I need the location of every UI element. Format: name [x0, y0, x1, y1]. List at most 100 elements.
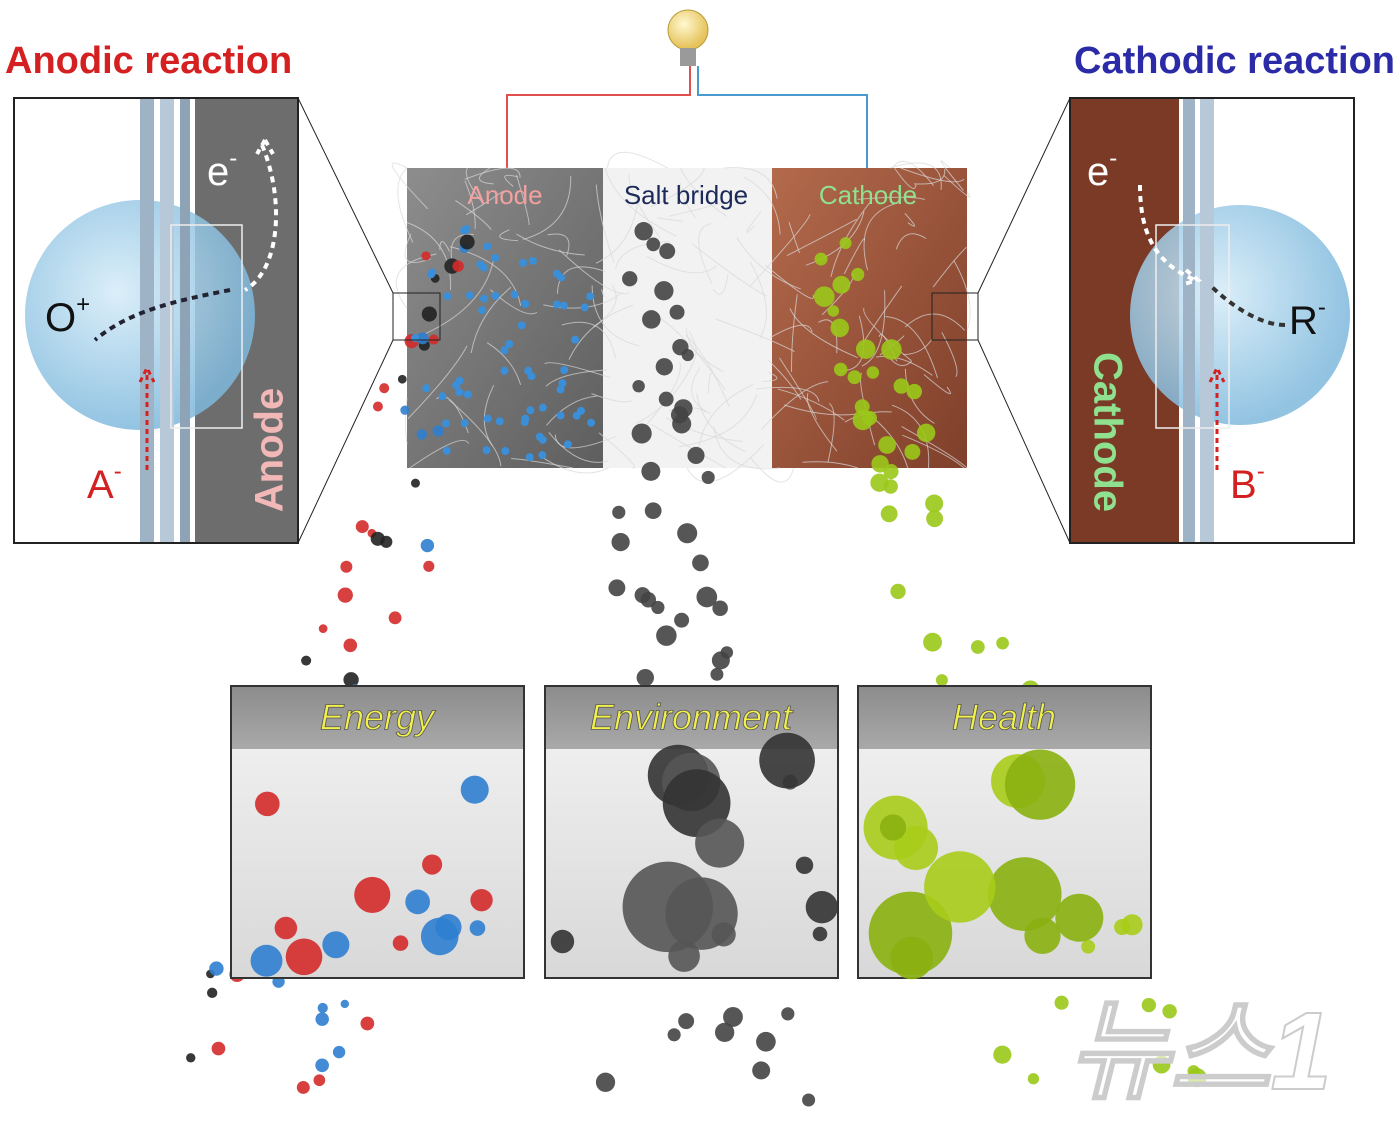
fiber [556, 266, 606, 294]
particle [832, 275, 851, 294]
fiber [407, 345, 468, 420]
reactant-label: A- [87, 458, 122, 506]
particle [833, 362, 848, 377]
particle [1152, 1055, 1171, 1074]
particle [442, 446, 451, 455]
particle [781, 1007, 795, 1021]
particle [712, 600, 728, 617]
particle [851, 267, 865, 282]
fiber [657, 217, 684, 222]
panel-particle [322, 931, 350, 959]
fiber [692, 243, 768, 297]
fiber [455, 199, 492, 231]
particle [340, 560, 353, 573]
fiber [604, 167, 677, 237]
fiber [547, 233, 570, 256]
fiber [923, 374, 951, 395]
particle [658, 391, 674, 407]
particle [925, 494, 944, 513]
particle [538, 451, 547, 460]
particle [465, 291, 474, 300]
fiber [558, 249, 630, 295]
particle [622, 271, 638, 287]
particle [580, 303, 589, 312]
particle [577, 406, 586, 415]
panel-particle [469, 920, 486, 936]
fiber [650, 167, 705, 208]
particle [360, 1016, 375, 1031]
particle [318, 624, 328, 634]
panel-particle [695, 818, 745, 868]
particle [644, 502, 662, 520]
fiber [788, 221, 800, 254]
particle [692, 554, 709, 572]
particle [1054, 995, 1069, 1010]
particle [687, 446, 705, 464]
particle [655, 358, 673, 376]
particle [432, 425, 444, 437]
fiber [756, 386, 820, 402]
particle [674, 399, 693, 418]
fiber [404, 397, 408, 445]
particle [654, 281, 674, 301]
fiber [707, 373, 712, 394]
fiber [465, 191, 503, 216]
particle [463, 390, 472, 399]
anode-label: Anode [467, 180, 542, 210]
particle [501, 447, 510, 456]
particle [871, 455, 889, 473]
particle [642, 310, 661, 329]
cathode-label: Cathode [819, 180, 917, 210]
fiber [679, 167, 728, 217]
zoom-line [977, 97, 1071, 294]
fiber [450, 233, 475, 260]
panel-header [859, 687, 1150, 749]
salt-bridge-label: Salt bridge [624, 180, 748, 210]
panel-particle [1004, 749, 1076, 820]
anode-block [407, 168, 603, 468]
particle [421, 251, 431, 261]
fiber [591, 393, 633, 403]
panel-particle [879, 814, 907, 841]
particle [641, 461, 661, 481]
fiber [827, 402, 835, 463]
fiber [685, 334, 730, 407]
panel-particle [422, 854, 443, 875]
fiber [698, 384, 754, 447]
particle [1027, 1073, 1040, 1085]
particle [571, 335, 580, 344]
particle [935, 674, 948, 687]
particle [526, 406, 535, 415]
particle [926, 510, 944, 528]
particle [538, 435, 547, 444]
cathode-zoom-panel: e- R- B- Cathode [1069, 97, 1355, 544]
fiber [548, 432, 609, 463]
fiber [546, 395, 597, 426]
particle [813, 286, 835, 307]
panel-particle [759, 732, 815, 789]
particle [632, 379, 645, 393]
fiber [736, 237, 801, 290]
panel-particle [622, 861, 713, 953]
application-label: Energy [320, 697, 436, 738]
particle [460, 419, 469, 428]
particle [558, 379, 567, 388]
fiber [895, 233, 927, 250]
particle [410, 478, 420, 488]
particle [505, 340, 514, 349]
watermark: 뉴스1 [1068, 990, 1332, 1113]
reduced-label: R- [1289, 294, 1326, 342]
particle [480, 294, 489, 303]
particle [379, 383, 390, 394]
particle [438, 392, 447, 401]
fiber [902, 434, 965, 469]
particle [970, 640, 985, 654]
fiber [904, 368, 935, 424]
fiber [668, 197, 742, 217]
particle [701, 470, 715, 485]
particle [422, 384, 431, 393]
fiber [901, 425, 968, 469]
reactant-label: B- [1230, 458, 1265, 506]
fiber [932, 246, 967, 288]
